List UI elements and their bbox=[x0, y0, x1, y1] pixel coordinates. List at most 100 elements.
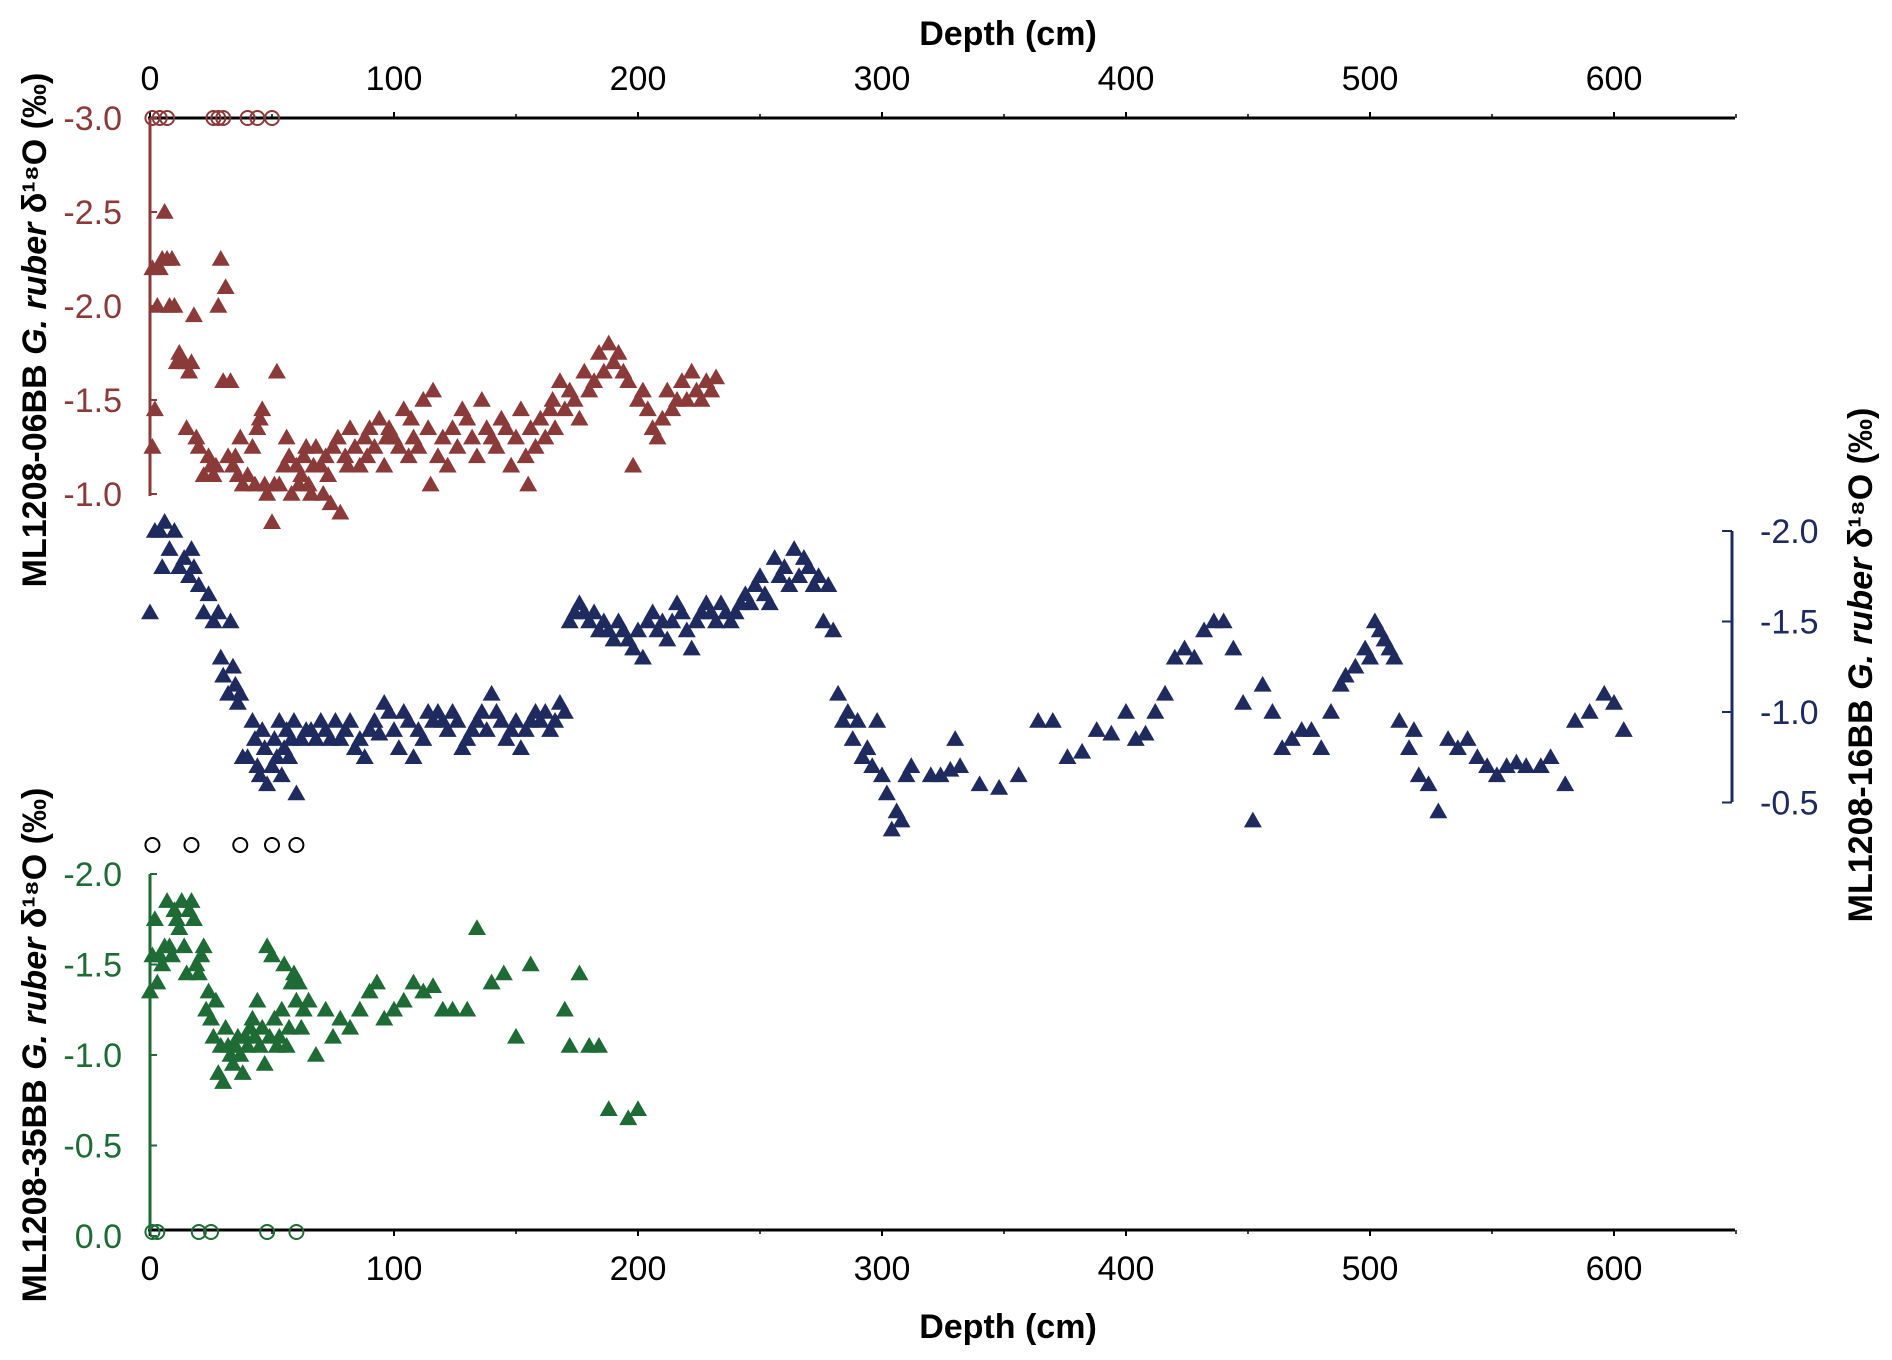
blue-data-point bbox=[585, 603, 604, 620]
red-data-point bbox=[633, 381, 652, 398]
red-data-point bbox=[389, 438, 408, 454]
red-data-point bbox=[692, 391, 711, 407]
top-x-tick-label: 600 bbox=[1586, 60, 1643, 98]
red-data-point bbox=[565, 391, 584, 407]
red-data-point bbox=[145, 400, 164, 417]
top-x-tick-label: 400 bbox=[1098, 60, 1155, 98]
bottom-x-tick-label: 400 bbox=[1098, 1250, 1155, 1288]
green-data-point bbox=[560, 1036, 579, 1053]
blue-data-point bbox=[292, 730, 311, 746]
red-data-point bbox=[399, 447, 418, 464]
red-data-point bbox=[270, 475, 289, 492]
red-data-point bbox=[277, 428, 296, 445]
green-data-point bbox=[570, 964, 589, 981]
red-data-point bbox=[438, 456, 457, 473]
blue-data-point bbox=[272, 766, 291, 783]
red-data-point bbox=[294, 447, 313, 464]
blue-data-point bbox=[1331, 675, 1350, 692]
green-data-point bbox=[250, 1036, 269, 1053]
red-data-point bbox=[204, 466, 223, 482]
blue-data-point bbox=[785, 540, 804, 556]
red-data-point bbox=[187, 428, 206, 445]
blue-data-point bbox=[1282, 730, 1301, 746]
blue-data-point bbox=[775, 558, 794, 574]
red-data-point bbox=[658, 381, 677, 398]
green-age-marker bbox=[149, 1224, 166, 1240]
blue-data-point bbox=[360, 721, 379, 737]
blue-data-point bbox=[951, 757, 970, 774]
blue-data-point bbox=[389, 739, 408, 755]
red-data-point bbox=[546, 419, 565, 435]
green-data-point bbox=[204, 1027, 223, 1044]
green-data-point bbox=[619, 1109, 638, 1126]
blue-data-point bbox=[1478, 757, 1497, 774]
bottom-x-tick-label: 500 bbox=[1342, 1250, 1399, 1288]
blue-data-point bbox=[516, 721, 535, 737]
blue-data-point bbox=[833, 712, 852, 728]
green-y-tick-label: -1.5 bbox=[63, 947, 122, 985]
blue-data-point bbox=[1419, 775, 1438, 792]
green-y-ticks: -2.0 -1.5 -1.0 -0.5 0.0 bbox=[63, 856, 157, 1256]
red-data-point bbox=[306, 438, 325, 454]
blue-data-point bbox=[184, 558, 203, 574]
green-data-point bbox=[287, 991, 306, 1008]
green-data-point bbox=[629, 1100, 647, 1117]
blue-y-title-species: G. ruber bbox=[1842, 556, 1880, 690]
blue-data-point bbox=[141, 603, 159, 620]
blue-data-point bbox=[1253, 675, 1272, 692]
blue-data-point bbox=[1531, 757, 1550, 774]
blue-data-point bbox=[350, 730, 369, 746]
red-data-point bbox=[580, 381, 599, 398]
blue-data-point bbox=[638, 612, 657, 629]
red-data-point bbox=[424, 381, 443, 398]
red-data-point bbox=[536, 428, 555, 445]
blue-data-point bbox=[270, 712, 289, 728]
red-y-ticks: -3.0 -2.5 -2.0 -1.5 -1.0 bbox=[63, 100, 157, 514]
blue-data-point bbox=[1058, 748, 1077, 764]
red-data-point bbox=[148, 297, 167, 313]
red-data-point bbox=[497, 419, 516, 435]
blue-data-point bbox=[648, 621, 667, 638]
blue-data-point bbox=[633, 648, 652, 665]
red-data-point bbox=[331, 503, 350, 520]
blue-data-point bbox=[209, 603, 228, 620]
blue-data-point bbox=[721, 612, 740, 629]
red-data-point bbox=[648, 428, 667, 445]
green-age-marker bbox=[288, 1224, 305, 1240]
blue-data-point bbox=[1043, 712, 1062, 728]
blue-data-point bbox=[760, 594, 779, 611]
red-data-point bbox=[328, 428, 347, 445]
red-data-point bbox=[253, 400, 272, 417]
red-data-point bbox=[414, 391, 433, 407]
blue-data-point bbox=[263, 757, 281, 774]
green-data-point bbox=[175, 937, 194, 954]
green-y-title-suffix: δ¹⁸O (‰) bbox=[16, 788, 54, 938]
blue-data-point bbox=[624, 639, 643, 656]
green-data-point bbox=[385, 1000, 403, 1017]
blue-data-point bbox=[287, 784, 306, 801]
blue-data-point bbox=[560, 612, 579, 629]
red-data-point bbox=[267, 362, 286, 379]
top-x-ticks: 0 100 200 300 400 500 600 bbox=[141, 60, 1737, 118]
red-y-tick-label: -1.5 bbox=[63, 382, 122, 420]
blue-data-point bbox=[165, 522, 184, 538]
blue-data-point bbox=[385, 721, 403, 737]
blue-data-point bbox=[258, 775, 277, 792]
bottom-x-tick-label: 0 bbox=[141, 1250, 160, 1288]
green-data-point bbox=[299, 991, 318, 1008]
green-data-point bbox=[360, 982, 379, 999]
blue-data-point bbox=[1195, 621, 1214, 638]
blue-data-point bbox=[245, 730, 264, 746]
bottom-x-tick-label: 600 bbox=[1586, 1250, 1643, 1288]
blue-data-point bbox=[497, 730, 516, 746]
blue-data-point bbox=[267, 748, 286, 764]
blue-data-point bbox=[663, 612, 682, 629]
green-y-tick-label: 0.0 bbox=[75, 1218, 122, 1256]
green-data-point bbox=[184, 910, 203, 926]
green-data-point bbox=[367, 973, 386, 990]
red-y-tick-label: -1.0 bbox=[63, 476, 122, 514]
red-data-point bbox=[199, 447, 218, 464]
green-data-point bbox=[253, 1018, 272, 1035]
green-data-point bbox=[599, 1100, 618, 1117]
blue-data-point bbox=[1102, 724, 1121, 741]
